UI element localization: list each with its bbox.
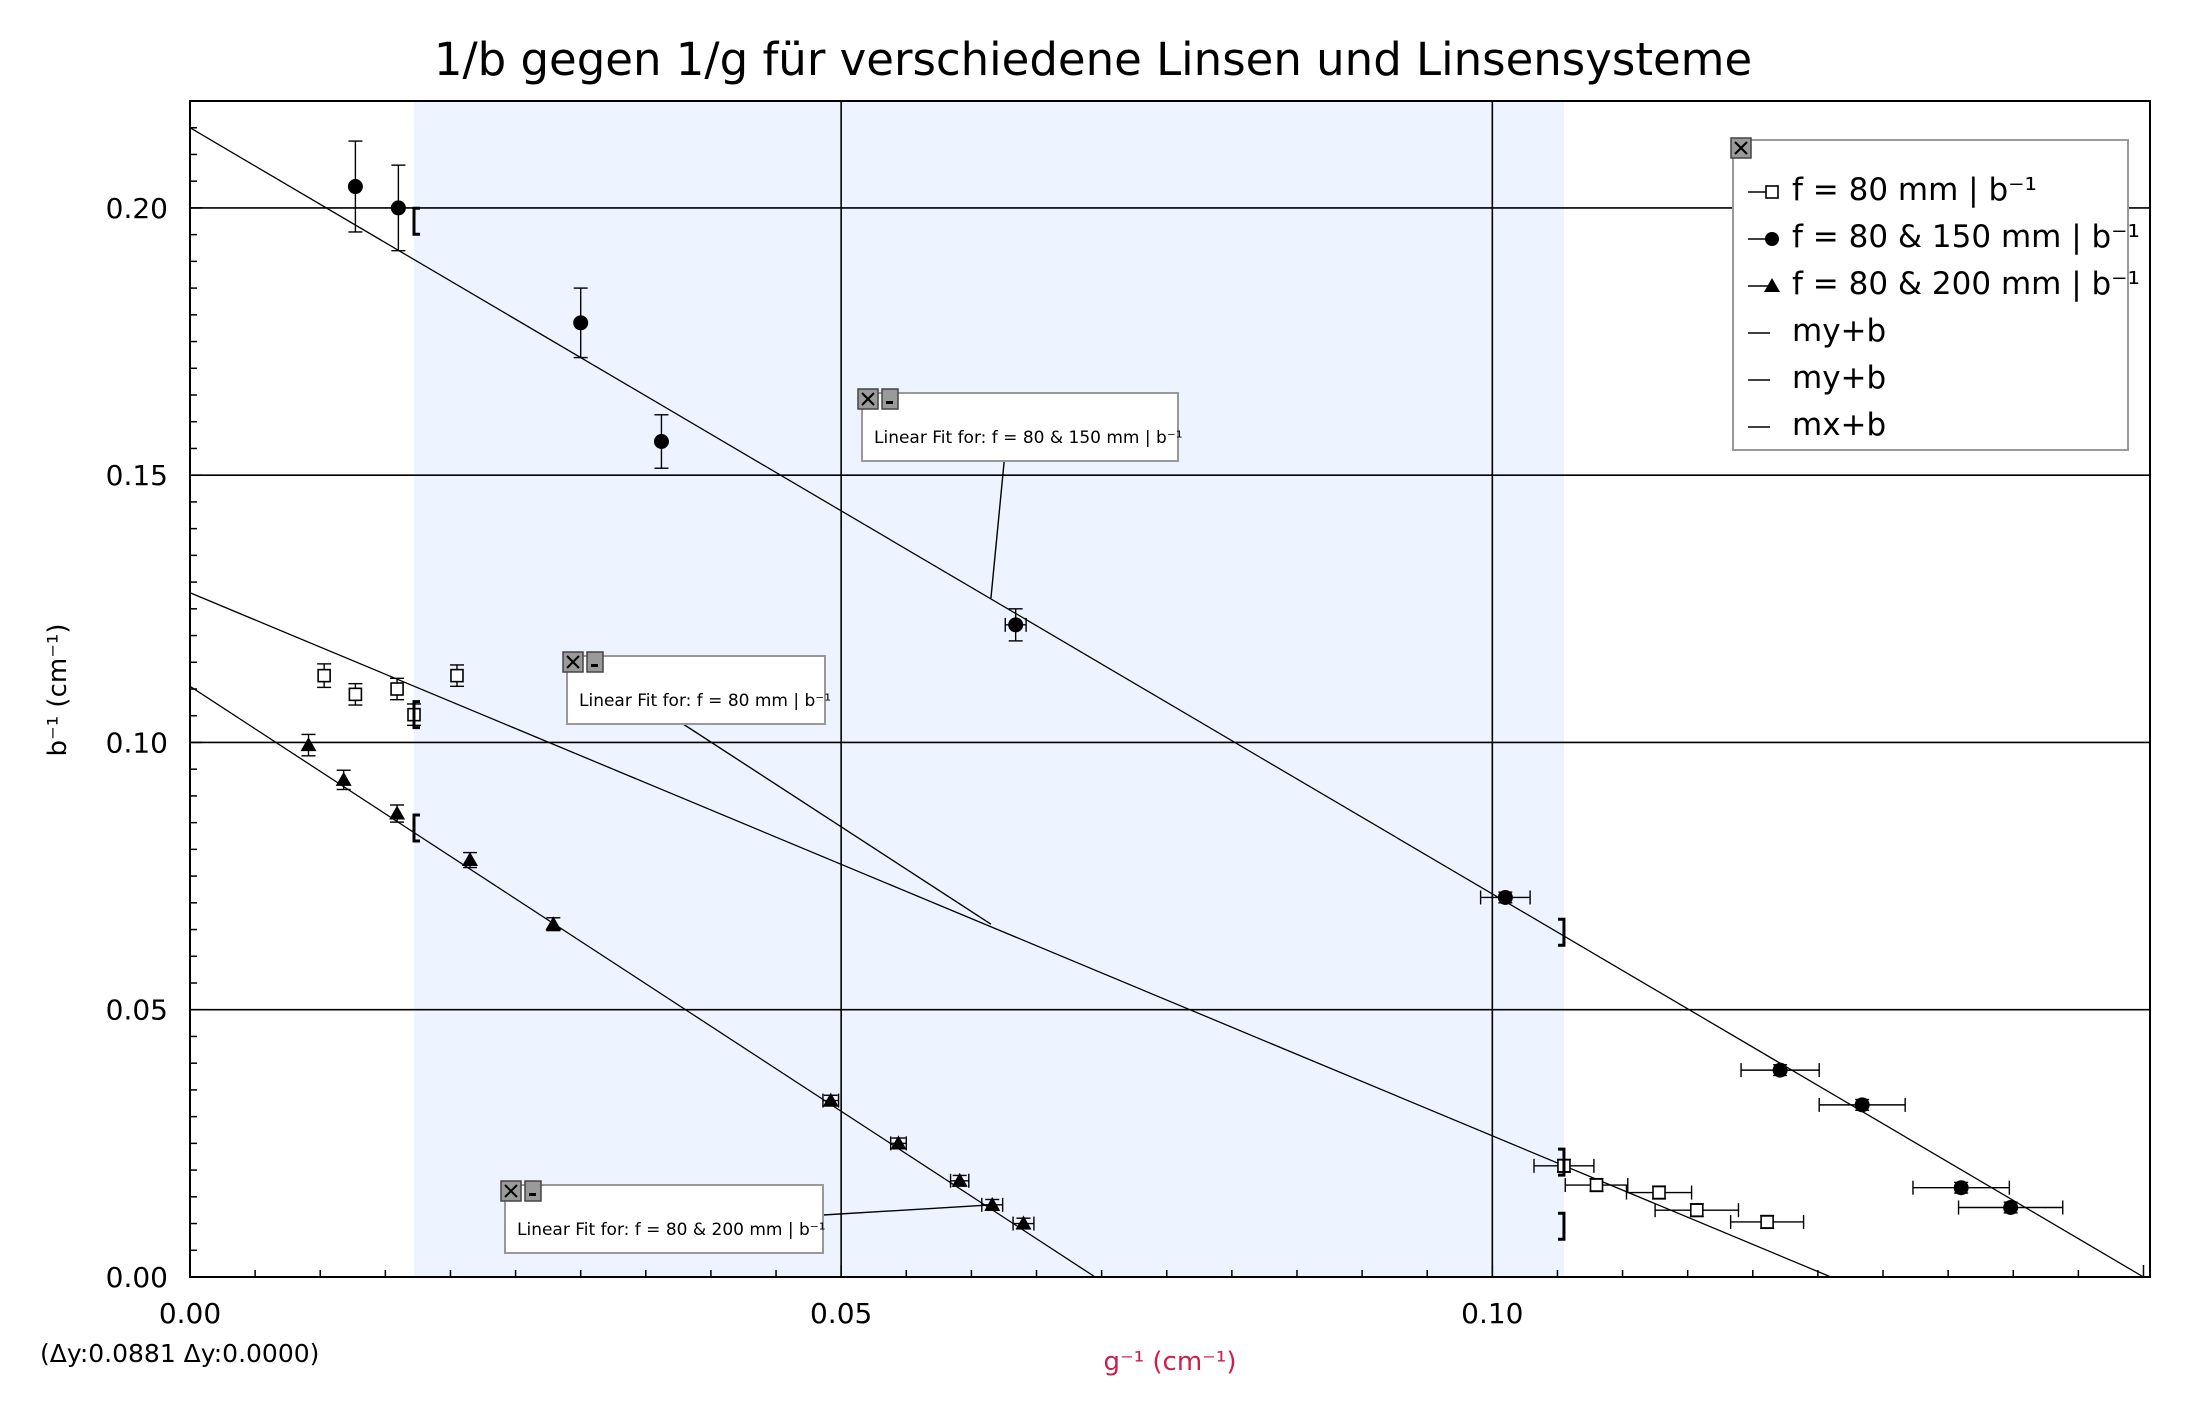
close-icon — [861, 392, 875, 406]
legend-marker-square — [1765, 185, 1779, 199]
data-point-square[interactable] — [348, 687, 363, 702]
close-icon — [504, 1184, 518, 1198]
axis-ticks: 0.00 0.05 0.10 0.00 0.05 0.10 0.15 0.20 — [106, 100, 2145, 1330]
y-axis-label: b⁻¹ (cm⁻¹) — [43, 624, 73, 757]
left-bracket[interactable] — [412, 206, 420, 236]
annotation-text: Linear Fit for: f = 80 mm | b⁻¹ — [579, 691, 831, 711]
data-point-circle[interactable] — [1497, 889, 1513, 905]
annotation-box[interactable] — [566, 655, 826, 725]
data-point-triangle[interactable] — [984, 1196, 1001, 1211]
legend-label[interactable]: f = 80 & 150 mm | b⁻¹ — [1792, 219, 2140, 255]
left-bracket[interactable] — [412, 700, 420, 730]
right-bracket[interactable] — [1557, 917, 1566, 947]
annotation-text: Linear Fit for: f = 80 & 150 mm | b⁻¹ — [874, 428, 1183, 448]
annotation-leader — [682, 723, 992, 925]
data-point-circle[interactable] — [573, 315, 589, 331]
legend-marker-circle — [1765, 232, 1779, 246]
annotation-leader — [822, 1204, 993, 1216]
annotation-minimize-icon[interactable] — [881, 388, 899, 410]
legend-label[interactable]: mx+b — [1792, 407, 1886, 443]
annotation-minimize-icon[interactable] — [524, 1180, 542, 1202]
legend-box — [1732, 139, 2129, 451]
data-point-square[interactable] — [390, 682, 404, 696]
y-tick-label: 0.15 — [106, 459, 168, 492]
data-point-circle[interactable] — [390, 200, 406, 216]
data-point-circle[interactable] — [1854, 1097, 1870, 1113]
data-point-circle[interactable] — [653, 434, 669, 450]
data-point-square[interactable] — [1589, 1178, 1604, 1192]
minimize-icon — [529, 1193, 536, 1196]
legend-marker-triangle — [1764, 278, 1780, 292]
annotation-boxes[interactable]: Linear Fit for: f = 80 & 150 mm | b⁻¹ Lin… — [500, 388, 1183, 1254]
data-point-triangle[interactable] — [1015, 1215, 1032, 1230]
data-point-triangle[interactable] — [890, 1135, 907, 1150]
selection-brackets[interactable] — [412, 206, 1566, 1241]
data-point-triangle[interactable] — [389, 805, 406, 820]
data-point-circle[interactable] — [2003, 1200, 2019, 1216]
x-tick-label: 0.10 — [1461, 1297, 1523, 1330]
data-point-triangle[interactable] — [335, 771, 352, 786]
y-tick-label: 0.05 — [106, 994, 168, 1027]
data-point-square[interactable] — [1689, 1203, 1704, 1217]
annotation-leader — [990, 460, 1005, 599]
legend-label[interactable]: f = 80 & 200 mm | b⁻¹ — [1792, 266, 2140, 302]
y-tick-label: 0.00 — [106, 1261, 168, 1294]
data-point-triangle[interactable] — [545, 916, 562, 931]
close-icon — [566, 655, 580, 669]
fit-line — [189, 127, 2144, 1278]
annotation-minimize-icon[interactable] — [586, 651, 604, 673]
data-point-circle[interactable] — [1008, 617, 1024, 633]
annotation-box[interactable] — [504, 1184, 824, 1254]
data-point-square[interactable] — [1652, 1185, 1666, 1200]
annotation-box[interactable] — [861, 392, 1179, 462]
data-point-square[interactable] — [317, 668, 331, 683]
legend-label[interactable]: my+b — [1792, 313, 1886, 349]
data-point-triangle[interactable] — [300, 737, 317, 752]
data-markers — [300, 179, 2019, 1230]
data-point-circle[interactable] — [1772, 1062, 1788, 1078]
data-point-triangle[interactable] — [462, 852, 478, 867]
legend-label[interactable]: f = 80 mm | b⁻¹ — [1792, 172, 2037, 208]
legend-close-icon[interactable] — [1730, 137, 1752, 159]
x-tick-label: 0.00 — [159, 1297, 221, 1330]
x-axis-label: g⁻¹ (cm⁻¹) — [1104, 1347, 1237, 1377]
data-point-square[interactable] — [1760, 1215, 1774, 1229]
data-point-triangle[interactable] — [822, 1092, 839, 1107]
data-point-triangle[interactable] — [951, 1172, 968, 1187]
annotation-leaders — [682, 460, 1005, 1216]
annotation-text: Linear Fit for: f = 80 & 200 mm | b⁻¹ — [517, 1220, 826, 1240]
right-bracket[interactable] — [1557, 1211, 1566, 1241]
legend[interactable]: f = 80 mm | b⁻¹ f = 80 & 150 mm | b⁻¹ f = … — [1730, 137, 2140, 451]
chart-title: 1/b gegen 1/g für verschiedene Linsen un… — [434, 33, 1752, 86]
data-point-circle[interactable] — [347, 179, 363, 195]
minimize-icon — [591, 664, 598, 667]
delta-readout: (Δy:0.0881 Δy:0.0000) — [40, 1339, 319, 1368]
data-point-circle[interactable] — [1953, 1180, 1969, 1196]
x-tick-label: 0.05 — [810, 1297, 872, 1330]
right-bracket[interactable] — [1557, 1147, 1566, 1177]
left-bracket[interactable] — [412, 813, 420, 843]
y-tick-label: 0.20 — [106, 192, 168, 225]
minimize-icon — [886, 401, 893, 404]
data-point-square[interactable] — [450, 668, 464, 683]
y-tick-label: 0.10 — [106, 726, 168, 759]
legend-label[interactable]: my+b — [1792, 360, 1886, 396]
